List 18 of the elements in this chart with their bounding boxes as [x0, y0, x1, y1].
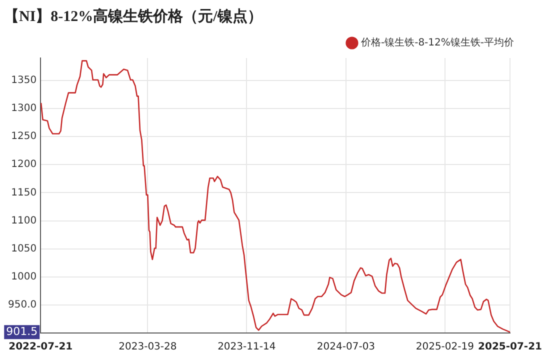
y-tick-label: 1250	[11, 131, 37, 142]
y-tick-label: 1150	[11, 187, 37, 198]
text: 901.5	[6, 325, 38, 338]
x-tick-label: 2023-11-14	[218, 342, 276, 353]
y-tick-label: 950.0	[8, 300, 37, 311]
legend-label: 价格-镍生铁-8-12%镍生铁-平均价	[360, 36, 514, 49]
y-tick-label: 1200	[11, 159, 37, 170]
x-tick-label: 2023-03-28	[118, 342, 177, 353]
x-tick-label: 2025-02-19	[416, 342, 474, 353]
x-tick-label: 2025-07-21	[478, 342, 542, 353]
y-tick-label: 1100	[11, 215, 37, 226]
x-tick-label: 2022-07-21	[8, 342, 73, 353]
y-tick-label: 1000	[11, 271, 37, 282]
x-tick-label: 2024-07-03	[316, 342, 376, 353]
y-tick-label: 1050	[11, 243, 37, 254]
y-tick-label: 1300	[11, 103, 37, 114]
y-tick-label: 1350	[11, 75, 37, 86]
chart-title: 【NI】8-12%高镍生铁价格（元/镍点）	[4, 6, 262, 25]
